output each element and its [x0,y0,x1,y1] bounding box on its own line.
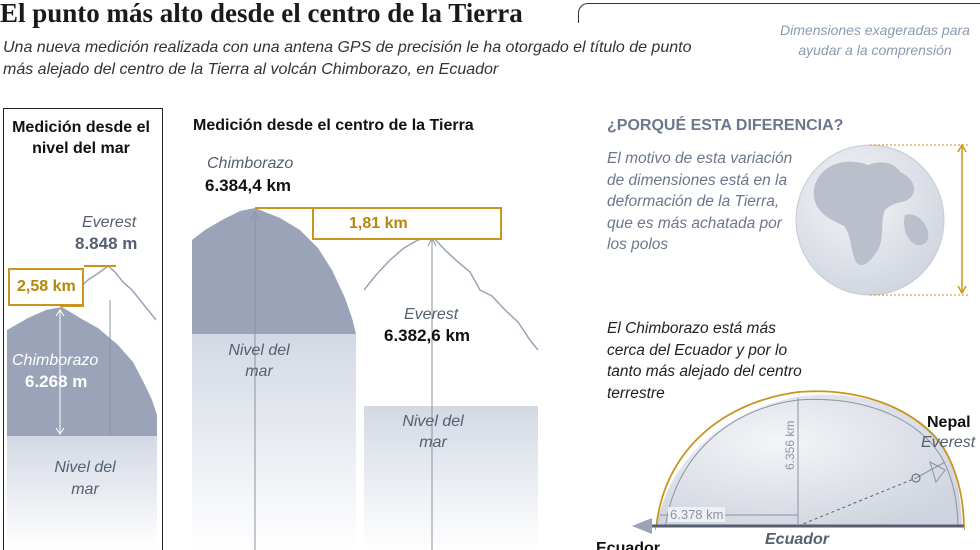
ecuador-country-label: Ecuador [596,540,661,550]
equator-label: Ecuador [765,531,830,548]
globe-graphic [795,143,970,296]
everest-center-distance: 6.382,6 km [384,326,471,345]
everest-height: 8.848 m [75,234,138,253]
sea-level-panel-graphic [7,265,157,550]
why-heading: ¿PORQUÉ ESTA DIFERENCIA? [607,117,844,134]
continents [813,161,915,266]
chimborazo-center-shape [192,208,356,334]
polar-radius-label: 6.356 km [783,420,797,470]
earth-section-graphic [632,390,965,550]
nepal-label: Nepal [927,414,971,431]
sea-level-label: Nivel del mar [54,459,116,498]
chimborazo-shape [7,307,157,436]
sea-level-band [7,436,157,550]
sea-level-title: Medición desde el nivel del mar [12,119,150,157]
everest-center-outline [363,235,539,351]
center-panel-title: Medición desde el centro de la Tierra [193,117,474,134]
chimborazo-center-label: Chimborazo [207,155,294,172]
title-rule [578,3,980,23]
equatorial-radius-label: 6.378 km [668,507,726,522]
exaggeration-note: Dimensiones exageradas para ayudar a la … [780,22,970,58]
sea-band-right [364,406,538,550]
earth-section [656,394,962,530]
why-explanation: El motivo de esta variación de dimension… [607,150,793,253]
everest-globe-label: Everest [921,434,976,451]
sea-band-left [192,334,356,550]
sea-level-panel [3,108,163,550]
subtitle: Una nueva medición realizada con una ant… [3,39,692,78]
everest-label: Everest [82,214,137,231]
sphere-outline [664,398,959,531]
sea-level-left-label: Nivel del mar [228,342,290,380]
chimborazo-height: 6.268 m [25,372,88,391]
sea-level-right-label: Nivel del mar [402,413,464,451]
ellipsoid-outline [655,390,965,531]
closer-explanation: El Chimborazo está más cerca del Ecuador… [607,320,802,402]
everest-center-label: Everest [404,306,459,323]
center-panel-graphic [192,207,539,550]
sea-level-difference: 2,58 km [8,268,84,306]
chimborazo-center-distance: 6.384,4 km [205,176,292,195]
center-difference: 1,81 km [312,207,502,240]
chimborazo-label: Chimborazo [12,352,99,369]
page-title: El punto más alto desde el centro de la … [0,0,523,28]
